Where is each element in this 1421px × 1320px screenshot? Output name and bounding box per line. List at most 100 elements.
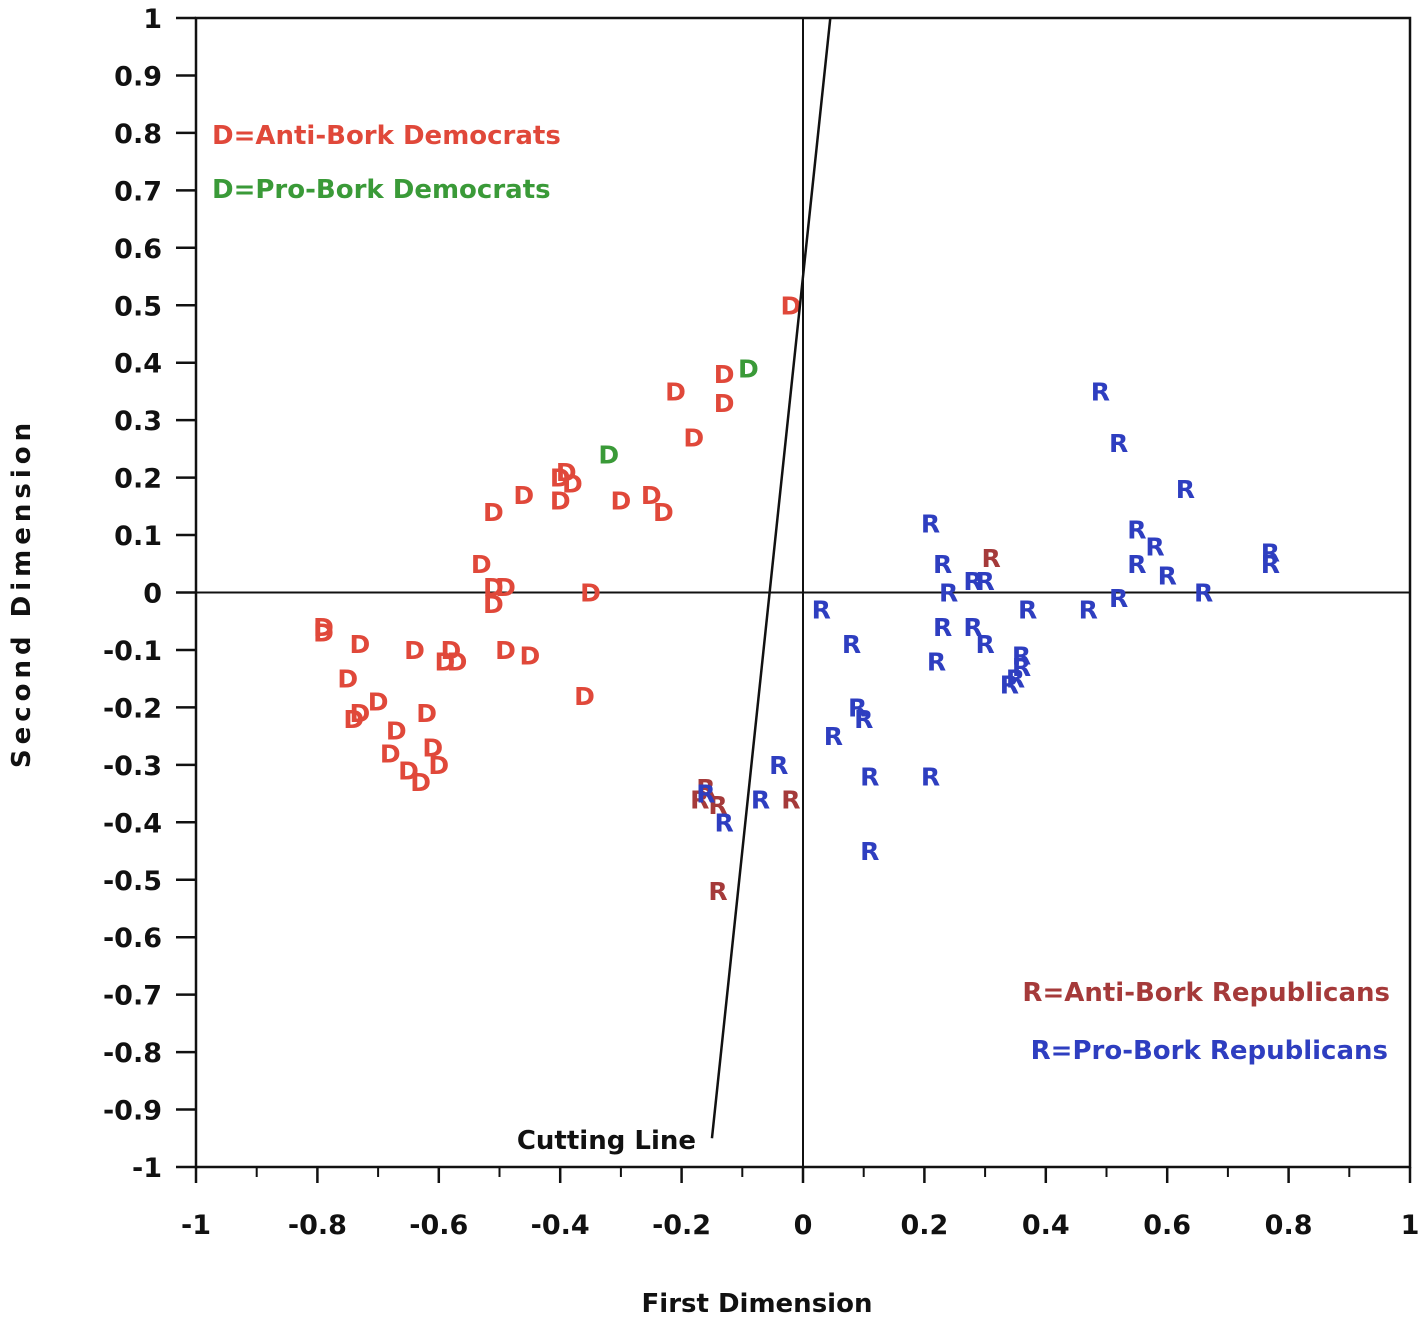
data-point-anti-dem: D	[495, 573, 516, 602]
y-tick-label: 0.9	[114, 61, 162, 92]
data-point-anti-dem: D	[714, 389, 735, 418]
data-point-anti-dem: D	[428, 751, 449, 780]
data-point-pro-rep: R	[933, 550, 952, 579]
data-point-pro-rep: R	[842, 630, 861, 659]
data-point-pro-rep: R	[1091, 377, 1110, 406]
data-point-anti-dem: D	[350, 699, 371, 728]
data-point-anti-dem: D	[780, 291, 801, 320]
data-point-anti-rep: R	[708, 791, 727, 820]
data-point-pro-rep: R	[1006, 665, 1025, 694]
y-tick-label: 0.2	[114, 464, 162, 495]
data-point-anti-dem: D	[665, 377, 686, 406]
data-point-pro-rep: R	[921, 510, 940, 539]
data-point-anti-dem: D	[495, 636, 516, 665]
y-tick-label: -0.6	[103, 923, 162, 954]
x-tick-label: 1	[1401, 1210, 1420, 1241]
data-point-anti-dem: D	[337, 665, 358, 694]
y-tick-label: 0.6	[114, 234, 162, 265]
data-point-anti-dem: D	[313, 613, 334, 642]
data-point-anti-dem: D	[416, 699, 437, 728]
data-point-pro-rep: R	[1012, 642, 1031, 671]
y-tick-label: -0.4	[103, 808, 162, 839]
data-point-pro-rep: R	[714, 808, 733, 837]
reference-lines	[196, 18, 1410, 1167]
data-point-pro-rep: R	[1000, 670, 1019, 699]
data-point-pro-rep: R	[848, 693, 867, 722]
y-tick-label: -0.8	[103, 1038, 162, 1069]
data-point-anti-dem: D	[641, 481, 662, 510]
data-point-pro-rep: R	[933, 613, 952, 642]
data-point-anti-dem: D	[683, 423, 704, 452]
data-point-pro-rep: R	[1079, 596, 1098, 625]
y-axis-title: Second Dimension	[7, 418, 37, 768]
y-tick-label: 0.1	[114, 521, 162, 552]
y-tick-label: -0.9	[103, 1096, 162, 1127]
y-tick-label: -0.3	[103, 751, 162, 782]
data-point-anti-dem: D	[350, 630, 371, 659]
data-point-pro-rep: R	[1145, 533, 1164, 562]
x-tick-label: -0.4	[531, 1210, 590, 1241]
data-point-pro-rep: R	[1261, 538, 1280, 567]
data-point-pro-rep: R	[1109, 429, 1128, 458]
data-point-pro-dem: D	[598, 441, 619, 470]
data-point-anti-dem: D	[386, 716, 407, 745]
legend-item-anti-bork-republicans: R=Anti-Bork Republicans	[1022, 978, 1390, 1008]
data-point-anti-dem: D	[556, 458, 577, 487]
x-tick-label: -0.8	[288, 1210, 347, 1241]
legend-republicans: R=Anti-Bork Republicans R=Pro-Bork Repub…	[1022, 978, 1390, 1066]
x-tick-label: -1	[181, 1210, 211, 1241]
x-tick-label: 0.4	[1022, 1210, 1070, 1241]
data-point-anti-dem: D	[441, 636, 462, 665]
y-tick-label: 0.3	[114, 406, 162, 437]
data-point-anti-dem: D	[368, 688, 389, 717]
y-tick-label: 0.8	[114, 119, 162, 150]
data-point-anti-dem: D	[550, 487, 571, 516]
data-point-anti-dem: D	[447, 647, 468, 676]
data-point-pro-rep: R	[824, 722, 843, 751]
data-point-pro-rep: R	[1176, 475, 1195, 504]
data-point-pro-rep: R	[860, 762, 879, 791]
x-tick-label: 0.6	[1143, 1210, 1191, 1241]
y-tick-label: 0	[143, 579, 162, 610]
data-point-anti-dem: D	[398, 757, 419, 786]
x-tick-label: -0.2	[652, 1210, 711, 1241]
data-point-pro-rep: R	[696, 780, 715, 809]
data-point-anti-dem: D	[562, 469, 583, 498]
data-point-pro-rep: R	[854, 705, 873, 734]
data-point-anti-rep: R	[690, 785, 709, 814]
data-point-anti-rep: R	[708, 877, 727, 906]
data-point-pro-rep: R	[963, 613, 982, 642]
data-point-pro-rep: R	[963, 567, 982, 596]
legend-item-anti-bork-democrats: D=Anti-Bork Democrats	[212, 121, 561, 151]
data-point-anti-dem: D	[380, 739, 401, 768]
data-point-pro-rep: R	[860, 837, 879, 866]
data-point-pro-rep: R	[1127, 515, 1146, 544]
data-point-pro-rep: R	[1158, 561, 1177, 590]
data-point-anti-dem: D	[513, 481, 534, 510]
data-point-pro-rep: R	[927, 647, 946, 676]
cutting-line	[710, 17, 832, 1139]
data-point-pro-rep: R	[1261, 550, 1280, 579]
y-tick-label: 0.4	[114, 349, 162, 380]
legend-item-pro-bork-democrats: D=Pro-Bork Democrats	[212, 175, 551, 205]
data-point-anti-dem: D	[422, 734, 443, 763]
y-axis: 1 0.9 0.8 0.7 0.6 0.5 0.4 0.3 0.2 0.1 0 -0.1 -0.2 -0.…	[103, 4, 196, 1184]
data-point-pro-rep: R	[939, 579, 958, 608]
data-point-anti-rep: R	[982, 544, 1001, 573]
y-tick-label: -0.7	[103, 981, 162, 1012]
data-point-pro-rep: R	[769, 751, 788, 780]
legend-democrats: D=Anti-Bork Democrats D=Pro-Bork Democra…	[212, 121, 561, 205]
data-point-anti-dem: D	[483, 573, 504, 602]
data-point-anti-dem: D	[574, 682, 595, 711]
data-point-anti-dem: D	[611, 487, 632, 516]
data-point-pro-rep: R	[1109, 584, 1128, 613]
data-point-anti-rep: R	[696, 774, 715, 803]
x-axis-title: First Dimension	[642, 1289, 873, 1319]
data-point-anti-dem: D	[550, 464, 571, 493]
legend-item-pro-bork-republicans: R=Pro-Bork Republicans	[1031, 1036, 1388, 1066]
data-point-pro-rep: R	[1012, 653, 1031, 682]
x-axis: -1 -0.8 -0.6 -0.4 -0.2 0 0.2 0.4 0.6 0.8 1	[181, 1167, 1419, 1241]
x-tick-label: -0.6	[409, 1210, 468, 1241]
data-point-anti-dem: D	[471, 550, 492, 579]
